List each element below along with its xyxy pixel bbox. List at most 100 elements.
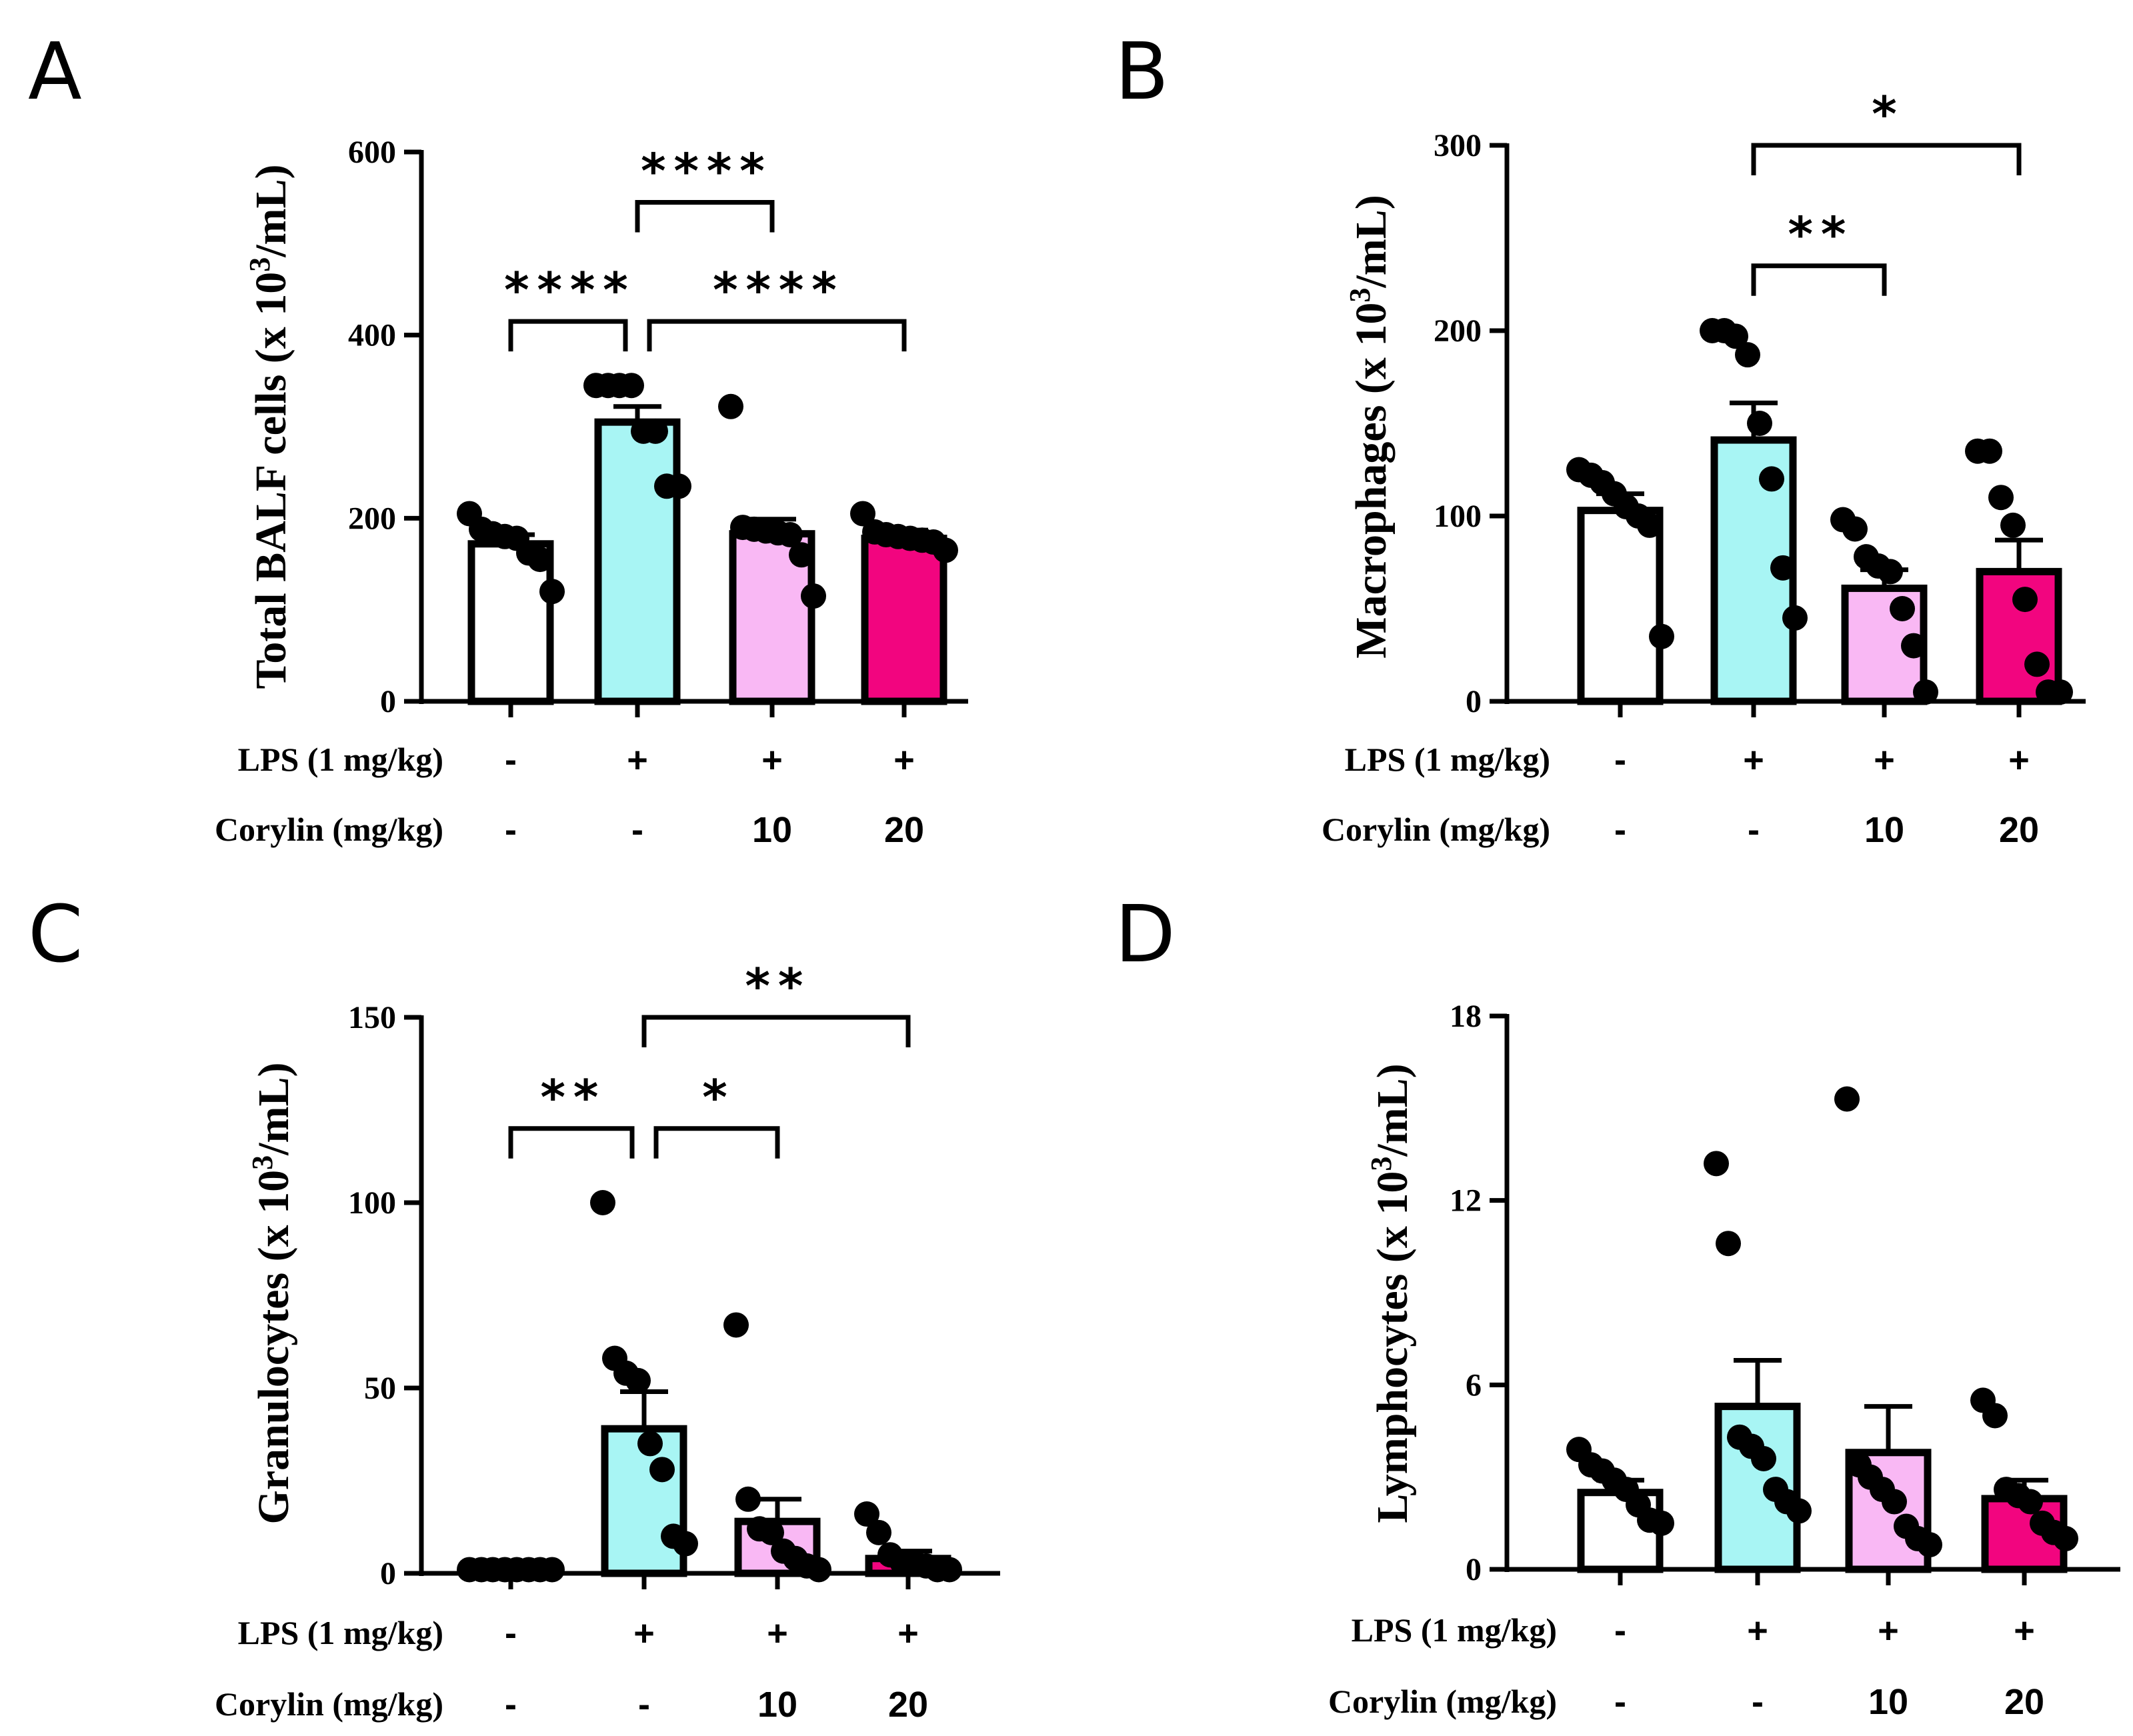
data-point [806,1557,831,1583]
significance-bracket [1751,143,2022,175]
y-tick-label: 100 [348,1185,396,1221]
corylin-row-label: Corylin (mg/kg) [1328,1683,1557,1720]
corylin-row-label: Corylin (mg/kg) [215,1685,443,1723]
y-axis-label-exponent: 3 [1344,288,1376,303]
significance-bracket [508,319,628,352]
y-tick-label: 0 [380,684,396,719]
data-point [1759,466,1784,492]
data-point [1735,342,1760,368]
data-point [1982,1403,2008,1429]
y-tick-label: 18 [1450,999,1482,1034]
y-tick-label: 200 [348,501,396,536]
data-point [1649,1510,1674,1536]
data-point [1834,1086,1860,1112]
lps-value: + [893,740,915,780]
data-point [1878,559,1903,585]
y-tick-label: 600 [348,135,396,170]
y-tick-label: 150 [348,1000,396,1035]
lps-value: + [1743,740,1764,780]
panel-letter: C [28,888,83,980]
data-point [937,1557,962,1583]
data-point [723,1312,749,1338]
y-axis-label-tail: /mL) [1368,1063,1417,1157]
lps-value: + [897,1613,919,1653]
data-point [1770,555,1796,581]
y-axis-label-tail: /mL) [249,1063,298,1156]
lps-value: - [1614,1611,1626,1651]
data-point [2000,512,2026,538]
data-point [1751,1446,1776,1471]
y-axis-label-exponent: 3 [243,257,276,272]
data-point [2024,651,2050,677]
significance-bracket [635,200,775,233]
data-point [539,579,565,605]
y-axis-label-main: Macrophages (x 10 [1347,303,1396,659]
data-point [801,583,826,609]
panel-D: D Lymphocytes (x 103/mL) 0 6 12 18 LPS (1 mg/k… [1115,888,2120,1722]
data-point [933,537,958,563]
y-axis-label-main: Lymphocytes (x 10 [1368,1171,1417,1523]
panel-letter: A [28,25,82,117]
data-point [1786,1498,1812,1524]
lps-row-label: LPS (1 mg/kg) [1352,1611,1557,1649]
corylin-value: 20 [888,1685,928,1725]
data-point [1917,1532,1942,1558]
data-point [789,542,814,568]
data-point [666,473,691,499]
corylin-value: - [1614,810,1626,850]
significance-label: **** [639,143,770,199]
data-point [850,501,875,527]
corylin-row-label: Corylin (mg/kg) [1322,811,1550,848]
data-point [1704,1151,1729,1177]
data-point [1637,512,1662,538]
lps-row-label: LPS (1 mg/kg) [1345,741,1550,778]
data-point [1723,323,1748,349]
lps-value: + [761,740,783,780]
panel-A: A Total BALF cells (x 103/mL) 0 200 400 600 LP… [28,25,968,850]
y-axis-label: Granulocytes (x 103/mL) [246,1063,298,1525]
corylin-value: - [505,1685,517,1725]
y-tick-label: 0 [380,1556,396,1591]
y-tick-label: 50 [364,1371,396,1406]
y-tick-label: 0 [1466,684,1482,719]
significance-label: ** [1786,207,1852,263]
corylin-value: - [631,810,643,850]
lps-value: + [627,740,648,780]
significance-label: **** [502,262,633,318]
data-point [2018,1489,2043,1515]
corylin-value: 20 [2004,1682,2044,1722]
panel-C: C Granulocytes (x 103/mL) 0 50 100 150 LPS (1 … [28,888,1000,1725]
y-axis-label-tail: /mL) [1347,195,1396,288]
y-tick-label: 6 [1466,1367,1482,1403]
significance-label: ** [539,1069,605,1125]
data-point [1842,516,1868,542]
y-axis-label-main: Total BALF cells (x 10 [247,272,295,689]
data-point [759,1519,784,1545]
bar-group-2 [594,418,681,705]
significance-bracket [1751,263,1887,296]
corylin-value: 10 [752,810,792,850]
corylin-value: 10 [1864,810,1904,850]
corylin-value: 10 [1868,1682,1908,1722]
data-point [619,373,644,399]
data-point [866,1519,891,1545]
data-point [590,1190,615,1215]
corylin-value: - [505,810,517,850]
y-tick-label: 12 [1450,1183,1482,1219]
bar-group-1 [1577,507,1664,705]
data-point [1988,485,2014,511]
data-point [1747,411,1772,436]
bar-group-4 [861,535,947,705]
y-tick-label: 200 [1434,313,1482,349]
panel-letter: B [1115,25,1169,117]
y-axis-label-tail: /mL) [247,164,295,257]
data-point [1782,605,1808,631]
lps-value: - [505,740,517,780]
corylin-value: - [1614,1682,1626,1722]
y-tick-label: 100 [1434,499,1482,534]
data-point [1977,438,2002,464]
corylin-value: - [1748,810,1760,850]
significance-bracket [641,1015,911,1047]
y-axis-label: Lymphocytes (x 103/mL) [1365,1063,1417,1523]
y-tick-label: 400 [348,318,396,353]
